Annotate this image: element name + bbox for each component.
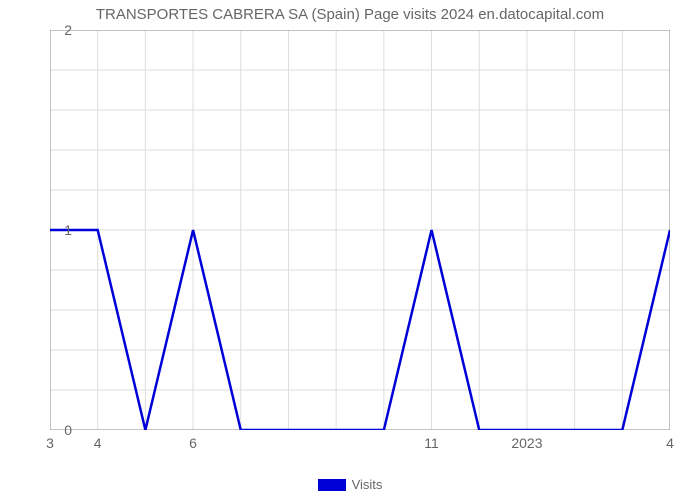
y-axis-tick-label: 2 [64,22,72,38]
legend-label: Visits [352,477,383,492]
x-axis-tick-label: 11 [424,435,439,451]
chart-legend: Visits [0,476,700,492]
x-axis-tick-label: 4 [666,435,674,451]
chart-plot-area [50,30,670,430]
legend-swatch [318,479,346,491]
chart-container: TRANSPORTES CABRERA SA (Spain) Page visi… [0,0,700,500]
x-axis-tick-label: 3 [46,435,54,451]
x-axis-tick-label: 2023 [511,435,542,451]
x-axis-tick-label: 6 [189,435,197,451]
x-axis-tick-label: 4 [94,435,102,451]
y-axis-tick-label: 0 [64,422,72,438]
y-axis-tick-label: 1 [64,222,72,238]
chart-title: TRANSPORTES CABRERA SA (Spain) Page visi… [0,6,700,23]
